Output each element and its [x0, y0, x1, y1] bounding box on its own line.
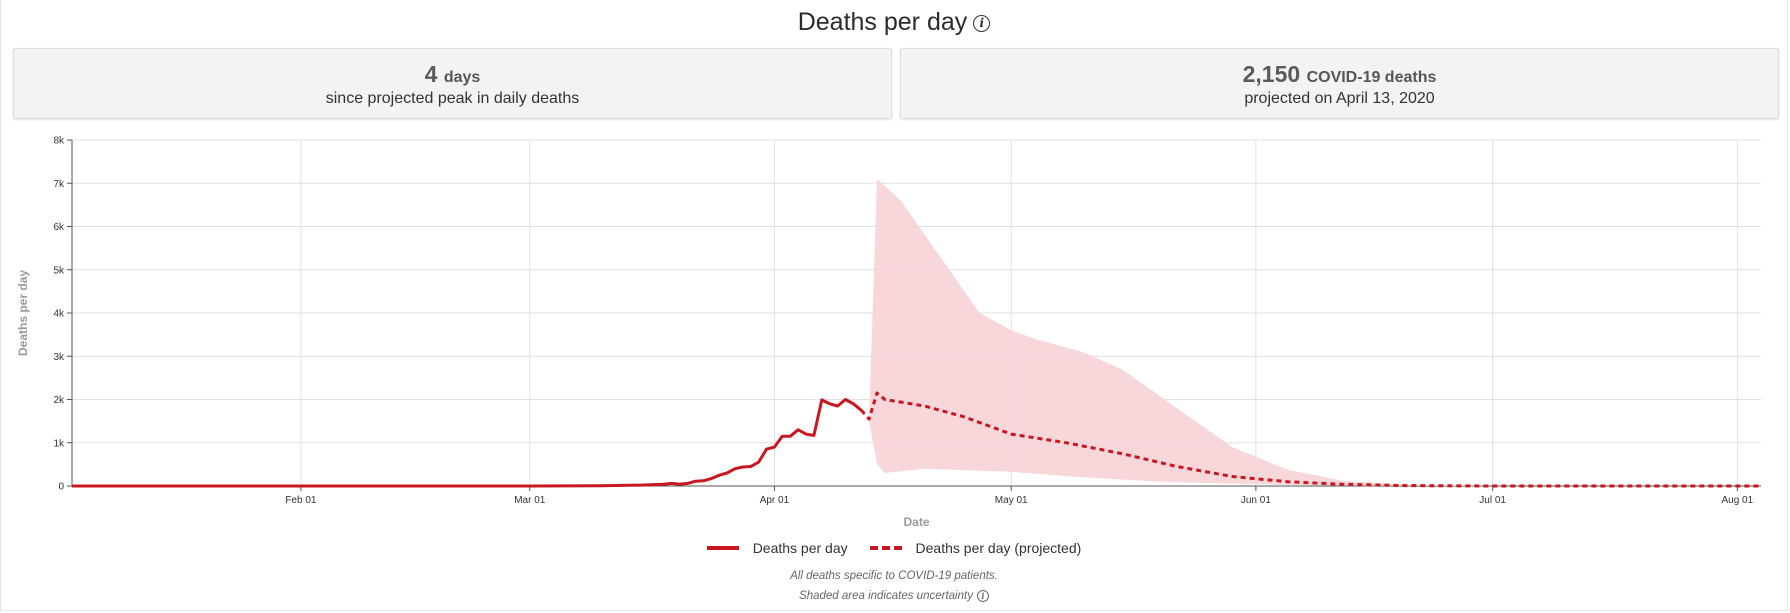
legend-swatch-solid [706, 546, 739, 550]
x-tick-label: Feb 01 [285, 495, 317, 506]
projected-deaths-unit: COVID-19 deaths [1306, 69, 1437, 86]
projected-deaths-line [860, 391, 1761, 488]
uncertainty-band [869, 178, 1493, 486]
y-tick-label: 7k [53, 179, 65, 190]
legend-swatch-dashed [869, 546, 902, 550]
footnote-deaths: All deaths specific to COVID-19 patients… [790, 570, 998, 582]
y-axis-title: Deaths per day [16, 270, 30, 356]
y-tick-label: 4k [53, 309, 65, 320]
y-tick-label: 5k [53, 265, 65, 276]
y-tick-label: 3k [53, 352, 65, 363]
x-axis-title: Date [903, 515, 929, 529]
footnote-uncertainty-text: Shaded area indicates uncertainty [799, 590, 973, 602]
x-tick-label: Mar 01 [514, 495, 546, 506]
projected-deaths-caption: projected on April 13, 2020 [1244, 90, 1435, 107]
info-icon[interactable]: i [976, 590, 989, 602]
peak-days-number: 4 [424, 61, 438, 87]
projected-deaths-card: 2,150 COVID-19 deaths projected on April… [900, 48, 1779, 119]
y-tick-label: 6k [53, 222, 65, 233]
footnote-uncertainty: Shaded area indicates uncertainty i [1, 590, 1787, 602]
x-tick-label: Jun 01 [1241, 495, 1271, 506]
x-tick-label: Aug 01 [1721, 495, 1753, 506]
info-icon[interactable]: i [973, 15, 991, 32]
actual-deaths-line [72, 398, 863, 488]
legend-label-actual: Deaths per day [752, 540, 848, 556]
x-tick-label: Jul 01 [1479, 495, 1506, 506]
legend-item-projected[interactable]: Deaths per day (projected) [869, 540, 1082, 556]
peak-days-unit: days [443, 69, 481, 86]
chart-title: Deaths per day [797, 8, 968, 36]
projected-deaths-number: 2,150 [1242, 61, 1301, 87]
legend-label-projected: Deaths per day (projected) [915, 540, 1082, 556]
y-tick-label: 2k [53, 395, 65, 406]
peak-days-card: 4 days since projected peak in daily dea… [13, 48, 892, 119]
chart-legend: Deaths per day Deaths per day (projected… [1, 537, 1787, 556]
deaths-chart: 0 1k 2k 3k 4k 5k 6k 7k 8k Feb 01 Mar 01 Apr 01 May 0… [16, 136, 1761, 529]
legend-item-actual[interactable]: Deaths per day [706, 540, 848, 556]
y-tick-label: 8k [53, 136, 65, 147]
chart-header: Deaths per day i [1, 8, 1787, 37]
x-tick-label: Apr 01 [760, 495, 790, 506]
peak-days-caption: since projected peak in daily deaths [325, 90, 580, 107]
y-tick-label: 1k [53, 438, 65, 449]
y-tick-label: 0 [58, 482, 64, 493]
x-tick-label: May 01 [995, 495, 1028, 506]
